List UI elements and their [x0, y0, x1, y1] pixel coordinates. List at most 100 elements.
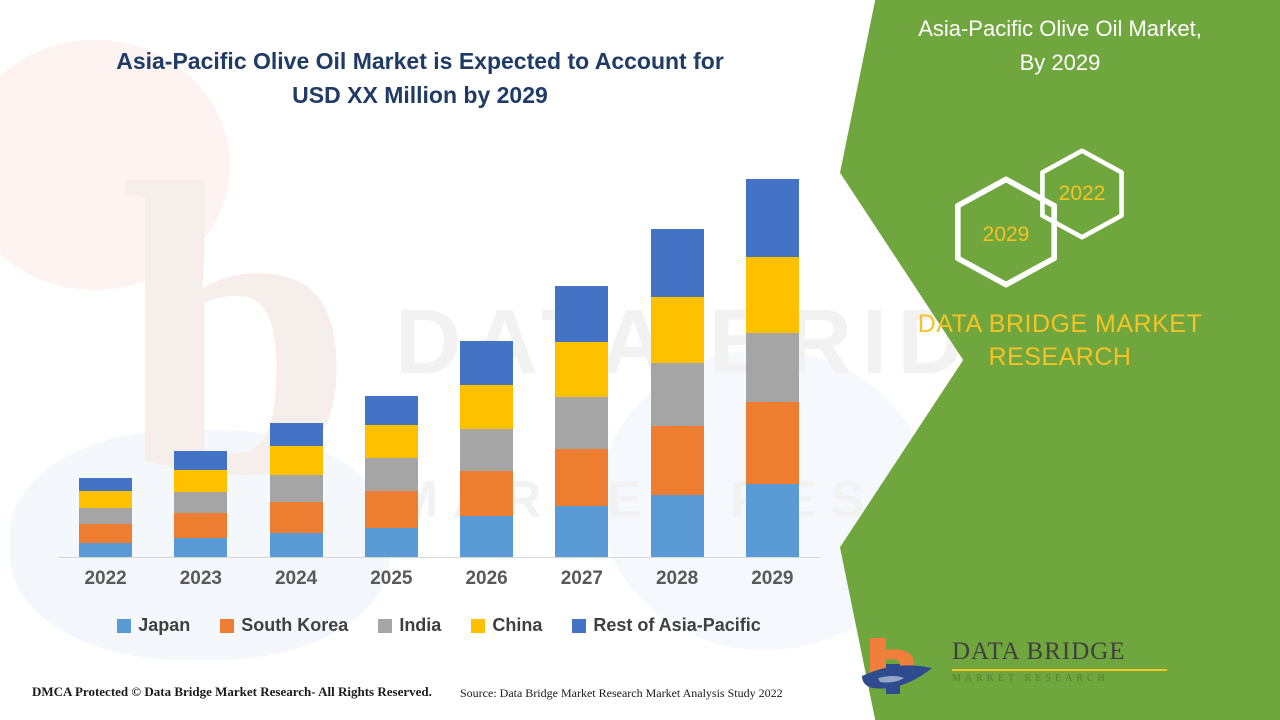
x-axis-label-2026: 2026 [465, 568, 508, 589]
brand-name: DATA BRIDGE MARKET RESEARCH [860, 308, 1260, 374]
bar-segment-rest-of-asia-pacific[interactable] [79, 477, 133, 491]
legend-item-rest-of-asia-pacific[interactable]: Rest of Asia-Pacific [572, 615, 761, 636]
bar-segment-south-korea[interactable] [364, 490, 418, 528]
bar-segment-china[interactable] [269, 446, 323, 475]
bar-segment-india[interactable] [364, 458, 418, 491]
company-logo: DATA BRIDGE MARKET RESEARCH [856, 632, 1266, 702]
bar-segment-rest-of-asia-pacific[interactable] [650, 229, 704, 297]
bar-group-2026 [439, 150, 534, 557]
x-axis-label-2027: 2027 [560, 568, 604, 589]
logo-text-sub: MARKET RESEARCH [952, 673, 1109, 684]
bar-segment-india[interactable] [460, 428, 514, 471]
brand-panel-title: Asia-Pacific Olive Oil Market, By 2029 [880, 12, 1240, 80]
bar-segment-japan[interactable] [460, 516, 514, 557]
bar-segment-japan[interactable] [650, 494, 704, 557]
stacked-bar[interactable] [555, 286, 609, 557]
bar-segment-japan[interactable] [269, 532, 323, 557]
bar-segment-rest-of-asia-pacific[interactable] [745, 178, 799, 257]
data-bridge-logo-icon [862, 638, 932, 694]
bar-segment-japan[interactable] [555, 506, 609, 557]
bar-group-2024 [249, 150, 344, 557]
source-note: Source: Data Bridge Market Research Mark… [460, 686, 783, 700]
legend-swatch-icon [378, 618, 393, 633]
bar-segment-south-korea[interactable] [460, 470, 514, 517]
bar-segment-india[interactable] [555, 397, 609, 450]
bar-segment-china[interactable] [650, 296, 704, 363]
bar-segment-india[interactable] [745, 333, 799, 403]
stacked-bar[interactable] [364, 396, 418, 557]
bar-segment-japan[interactable] [79, 542, 133, 557]
hexagon-outline-icon [955, 176, 1057, 288]
bar-segment-china[interactable] [555, 342, 609, 398]
bar-segment-south-korea[interactable] [650, 425, 704, 495]
chart-legend: Japan South Korea India China Rest of Asia-P… [58, 615, 820, 636]
bar-segment-south-korea[interactable] [555, 449, 609, 507]
bar-segment-rest-of-asia-pacific[interactable] [364, 396, 418, 425]
bar-segment-rest-of-asia-pacific[interactable] [269, 422, 323, 447]
legend-swatch-icon [572, 618, 587, 633]
bar-segment-china[interactable] [460, 385, 514, 429]
hexagon-2022: 2022 [1036, 148, 1128, 240]
bar-segment-south-korea[interactable] [745, 402, 799, 484]
legend-item-south-korea[interactable]: South Korea [220, 615, 348, 636]
stacked-bar[interactable] [269, 422, 323, 557]
x-axis-label-2022: 2022 [84, 568, 127, 589]
bar-segment-japan[interactable] [745, 483, 799, 557]
stacked-bar[interactable] [460, 341, 514, 557]
bar-segment-india[interactable] [650, 362, 704, 426]
bar-segment-japan[interactable] [364, 527, 418, 557]
chart-title: Asia-Pacific Olive Oil Market is Expecte… [40, 44, 800, 112]
hexagon-outline-icon [1040, 148, 1124, 240]
legend-label: Japan [138, 615, 191, 635]
legend-label: China [492, 615, 543, 635]
bar-segment-india[interactable] [174, 491, 228, 514]
bar-segment-india[interactable] [79, 508, 133, 525]
x-axis-label-2023: 2023 [179, 568, 223, 589]
legend-swatch-icon [220, 618, 235, 633]
bar-segment-china[interactable] [745, 256, 799, 334]
bar-group-2027 [534, 150, 629, 557]
hexagon-2029-label: 2029 [982, 223, 1030, 246]
x-axis-labels: 2022 2023 2024 2025 2026 2027 2028 2029 [58, 568, 820, 590]
legend-item-china[interactable]: China [471, 615, 542, 636]
bar-segment-south-korea[interactable] [269, 502, 323, 533]
x-axis-label-2029: 2029 [751, 568, 794, 589]
stacked-bar[interactable] [174, 451, 228, 557]
brand-panel-title-line-2: By 2029 [1019, 50, 1101, 75]
x-axis-label-2028: 2028 [655, 568, 699, 589]
bar-segment-china[interactable] [174, 469, 228, 492]
hexagon-group: 2029 2022 [950, 148, 1180, 288]
stacked-bar[interactable] [650, 229, 704, 557]
bar-group-2029 [725, 150, 820, 557]
legend-item-japan[interactable]: Japan [117, 615, 190, 636]
bar-segment-rest-of-asia-pacific[interactable] [460, 341, 514, 386]
bar-segment-rest-of-asia-pacific[interactable] [174, 451, 228, 470]
chart-title-line-2: USD XX Million by 2029 [292, 82, 548, 108]
x-axis-line [58, 557, 820, 558]
bar-group-2028 [630, 150, 725, 557]
brand-panel-title-line-1: Asia-Pacific Olive Oil Market, [918, 16, 1202, 41]
legend-swatch-icon [471, 618, 486, 633]
stacked-bar[interactable] [745, 178, 799, 557]
legend-item-india[interactable]: India [378, 615, 441, 636]
x-axis-label-2025: 2025 [370, 568, 413, 589]
bar-segment-china[interactable] [79, 490, 133, 509]
bar-group-2023 [153, 150, 248, 557]
bar-segment-india[interactable] [269, 474, 323, 503]
legend-label: India [399, 615, 442, 635]
legend-label: South Korea [241, 615, 349, 635]
logo-text-main: DATA BRIDGE [952, 638, 1126, 665]
brand-name-line-1: DATA BRIDGE MARKET [917, 310, 1203, 338]
legend-label: Rest of Asia-Pacific [593, 615, 761, 635]
bar-segment-japan[interactable] [174, 537, 228, 557]
bar-segment-south-korea[interactable] [174, 513, 228, 538]
bar-segment-south-korea[interactable] [79, 524, 133, 543]
bar-segment-rest-of-asia-pacific[interactable] [555, 286, 609, 343]
logo-text: DATA BRIDGE MARKET RESEARCH [952, 638, 1182, 684]
hexagon-2022-label: 2022 [1058, 182, 1106, 205]
bar-segment-china[interactable] [364, 424, 418, 459]
logo-divider [952, 669, 1167, 671]
legend-swatch-icon [117, 618, 132, 633]
stacked-bar[interactable] [79, 477, 133, 557]
